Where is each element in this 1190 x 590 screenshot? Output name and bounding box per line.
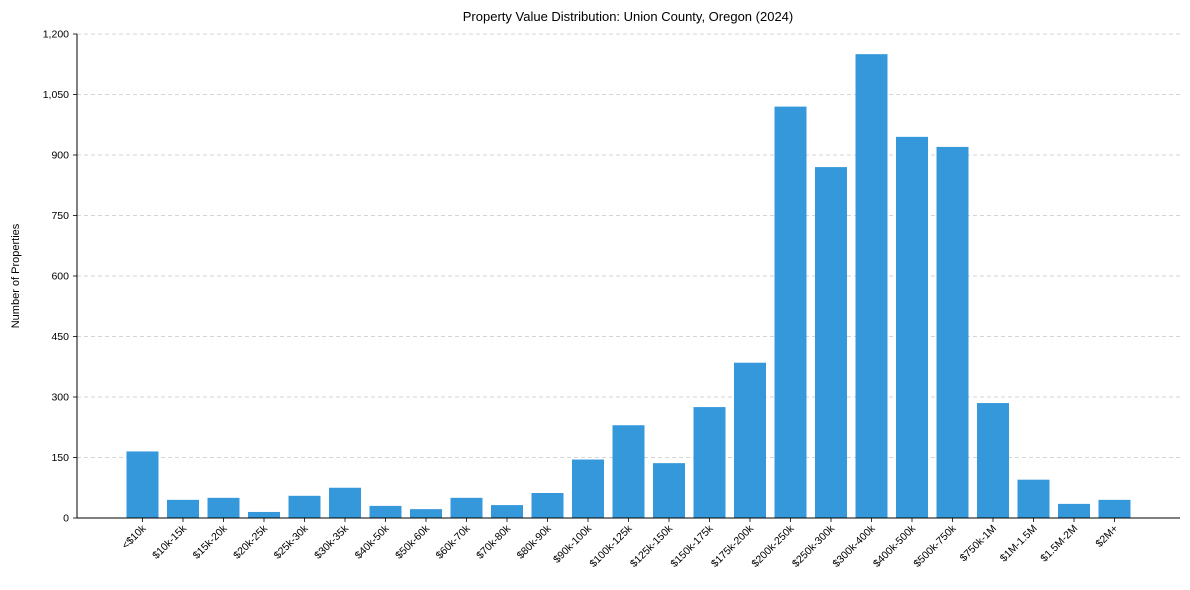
bar (653, 463, 685, 518)
axis-layer: 0 150 300 450 600 750 900 1,050 1,200 <$10k $10k-1… (43, 29, 1180, 570)
bar (450, 497, 483, 518)
bar (369, 505, 402, 518)
bar (288, 495, 321, 518)
bar (410, 509, 442, 518)
bar (167, 499, 199, 518)
bar (1058, 503, 1090, 518)
x-tick-label: $750k-1M (958, 523, 1000, 565)
bar-layer (126, 54, 1131, 519)
bar (329, 487, 361, 518)
bar (1098, 499, 1131, 518)
y-tick-label: 0 (63, 513, 69, 525)
bar (1017, 479, 1050, 518)
x-tick-label: $60k-70k (434, 522, 474, 562)
bar (531, 492, 564, 518)
bar (977, 403, 1009, 518)
chart-title: Property Value Distribution: Union Count… (463, 9, 793, 24)
y-tick-label: 1,050 (43, 89, 69, 101)
x-tick-label: $20k-25k (231, 522, 271, 562)
x-tick-label: $80k-90k (515, 522, 555, 562)
x-tick-label: $25k-30k (272, 522, 312, 562)
bar (936, 146, 969, 518)
y-axis-title: Number of Properties (10, 223, 22, 328)
y-tick-label: 600 (51, 271, 69, 283)
bar (774, 106, 807, 518)
bar (126, 451, 159, 518)
y-tick-label: 300 (51, 392, 69, 404)
x-tick-label: $1.5M-2M (1038, 523, 1080, 565)
y-tick-label: 1,200 (43, 29, 69, 41)
x-tick-label: $50k-60k (393, 522, 433, 562)
y-tick-label: 450 (51, 331, 69, 343)
x-tick-label: $500k-750k (911, 522, 959, 570)
x-tick-label: $10k-15k (150, 522, 190, 562)
grid-layer (77, 33, 1180, 458)
bar (248, 511, 280, 518)
bar (815, 167, 847, 518)
bar (491, 505, 523, 518)
y-tick-label: 900 (51, 150, 69, 162)
y-tick-label: 750 (51, 210, 69, 222)
bar (207, 497, 240, 518)
bar (572, 459, 604, 518)
x-tick-label: $15k-20k (191, 522, 231, 562)
x-tick-label: $1M-1.5M (998, 523, 1040, 565)
y-tick-label: 150 (51, 452, 69, 464)
bar (896, 136, 928, 518)
x-tick-label: $30k-35k (312, 522, 352, 562)
x-tick-label: $70k-80k (474, 522, 514, 562)
x-tick-label: $90k-100k (551, 522, 595, 566)
x-tick-label: $2M+ (1093, 523, 1120, 550)
bar (855, 54, 888, 519)
bar (612, 425, 645, 518)
x-tick-label: <$10k (120, 522, 149, 551)
x-tick-label: $40k-50k (353, 522, 393, 562)
bar (734, 362, 766, 518)
bar (693, 407, 726, 518)
